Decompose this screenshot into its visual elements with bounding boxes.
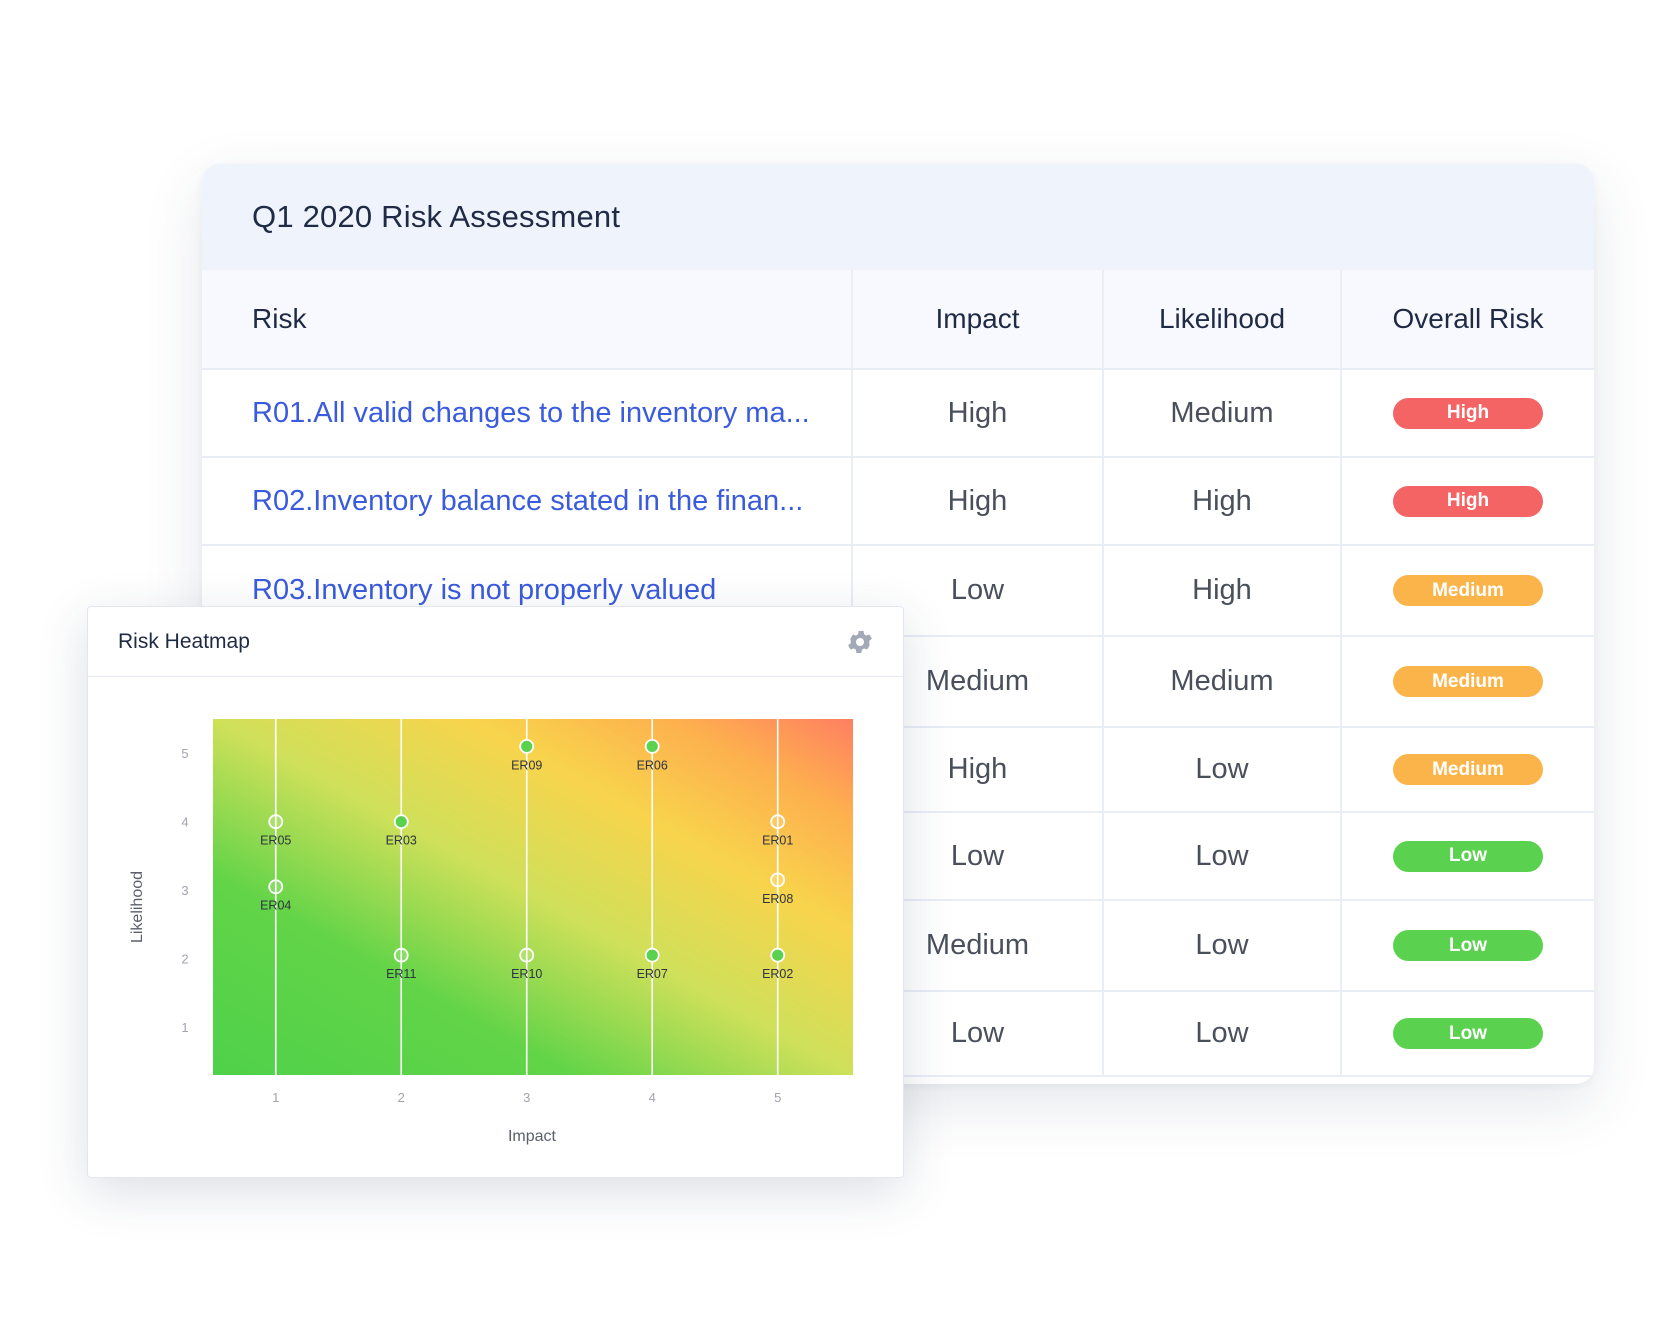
x-tick-label: 3	[523, 1090, 530, 1105]
overall-risk-cell: High	[1342, 370, 1594, 456]
risk-point-marker[interactable]	[393, 947, 409, 963]
risk-point-label: ER03	[386, 834, 417, 848]
overall-risk-badge: High	[1393, 397, 1543, 429]
table-row[interactable]: R02.Inventory balance stated in the fina…	[202, 458, 1594, 546]
table-body: R01.All valid changes to the inventory m…	[202, 370, 1594, 1077]
overall-risk-cell: Medium	[1342, 546, 1594, 635]
column-header-impact[interactable]: Impact	[853, 270, 1104, 368]
y-tick-label: 2	[181, 952, 188, 967]
risk-point-marker[interactable]	[393, 814, 409, 830]
table-row[interactable]: R01.All valid changes to the inventory m…	[202, 370, 1594, 458]
impact-cell: Medium	[853, 637, 1104, 726]
likelihood-cell: High	[1104, 458, 1342, 544]
y-axis-label: Likelihood	[129, 871, 146, 943]
risk-point-marker[interactable]	[644, 947, 660, 963]
risk-point-marker[interactable]	[770, 872, 786, 888]
heatmap-background	[213, 719, 853, 1075]
risk-point-label: ER05	[260, 834, 291, 848]
overall-risk-badge: Low	[1393, 930, 1543, 961]
risk-point-marker[interactable]	[770, 814, 786, 830]
card-header: Q1 2020 Risk Assessment	[202, 164, 1594, 270]
widget-header: Risk Heatmap	[88, 607, 903, 677]
risk-cell: R02.Inventory balance stated in the fina…	[202, 458, 853, 544]
x-tick-label: 2	[398, 1090, 405, 1105]
risk-point-label: ER06	[637, 758, 668, 772]
table-header: Risk Impact Likelihood Overall Risk	[202, 270, 1594, 370]
y-tick-label: 1	[181, 1020, 188, 1035]
overall-risk-cell: Medium	[1342, 728, 1594, 811]
impact-cell: Medium	[853, 901, 1104, 990]
overall-risk-cell: Low	[1342, 992, 1594, 1075]
risk-point-label: ER11	[386, 967, 416, 981]
overall-risk-cell: Low	[1342, 901, 1594, 990]
risk-point-label: ER07	[637, 967, 668, 981]
impact-cell: Low	[853, 813, 1104, 899]
x-axis-label: Impact	[508, 1128, 557, 1145]
heatmap-chart: 1 2 3 4 5 1 2 3 4 5 Impact Likelihood ER05 ER04 ER03 ER…	[129, 719, 853, 1145]
overall-risk-badge: Medium	[1393, 575, 1543, 606]
risk-point-marker[interactable]	[644, 738, 660, 754]
risk-link[interactable]: R03.Inventory is not properly valued	[252, 574, 717, 606]
likelihood-cell: Medium	[1104, 370, 1342, 456]
likelihood-cell: Low	[1104, 992, 1342, 1075]
likelihood-cell: Low	[1104, 728, 1342, 811]
risk-point-label: ER10	[511, 967, 542, 981]
x-tick-label: 5	[774, 1090, 781, 1105]
y-tick-label: 4	[181, 815, 188, 830]
impact-cell: Low	[853, 546, 1104, 635]
risk-link[interactable]: R01.All valid changes to the inventory m…	[252, 396, 810, 429]
risk-point-label: ER01	[762, 834, 793, 848]
overall-risk-badge: Medium	[1393, 754, 1543, 785]
risk-cell: R03.Inventory is not properly valued	[202, 546, 853, 635]
likelihood-cell: Medium	[1104, 637, 1342, 726]
y-tick-label: 5	[181, 746, 188, 761]
overall-risk-cell: Medium	[1342, 637, 1594, 726]
overall-risk-badge: Medium	[1393, 666, 1543, 697]
x-tick-label: 4	[649, 1090, 656, 1105]
overall-risk-badge: Low	[1393, 840, 1543, 872]
risk-heatmap-widget: Risk Heatmap 1 2 3 4 5 1 2 3 4 5 Impact Likelihood E…	[87, 606, 904, 1178]
risk-cell: R01.All valid changes to the inventory m…	[202, 370, 853, 456]
overall-risk-badge: High	[1393, 485, 1543, 517]
overall-risk-badge: Low	[1393, 1018, 1543, 1049]
likelihood-cell: Low	[1104, 901, 1342, 990]
x-tick-label: 1	[272, 1090, 279, 1105]
risk-point-marker[interactable]	[268, 879, 284, 895]
column-header-risk[interactable]: Risk	[202, 270, 853, 368]
risk-point-label: ER02	[762, 967, 793, 981]
impact-cell: High	[853, 458, 1104, 544]
column-header-overall-risk[interactable]: Overall Risk	[1392, 303, 1544, 334]
risk-point-label: ER04	[260, 899, 291, 913]
risk-point-label: ER09	[511, 758, 542, 772]
risk-point-marker[interactable]	[770, 947, 786, 963]
likelihood-cell: High	[1104, 546, 1342, 635]
risk-link[interactable]: R02.Inventory balance stated in the fina…	[252, 484, 804, 517]
assessment-title: Q1 2020 Risk Assessment	[252, 199, 621, 234]
overall-risk-cell: High	[1342, 458, 1594, 544]
gear-icon[interactable]	[845, 627, 875, 657]
likelihood-cell: Low	[1104, 813, 1342, 899]
impact-cell: Low	[853, 992, 1104, 1075]
risk-point-marker[interactable]	[519, 947, 535, 963]
risk-table: Risk Impact Likelihood Overall Risk R01.…	[202, 270, 1594, 1077]
risk-point-marker[interactable]	[519, 738, 535, 754]
heatmap-title: Risk Heatmap	[118, 629, 250, 653]
risk-point-label: ER08	[762, 892, 793, 906]
overall-risk-cell: Low	[1342, 813, 1594, 899]
y-tick-label: 3	[181, 883, 188, 898]
risk-point-marker[interactable]	[268, 814, 284, 830]
column-header-likelihood[interactable]: Likelihood	[1104, 270, 1342, 368]
impact-cell: High	[853, 370, 1104, 456]
impact-cell: High	[853, 728, 1104, 811]
